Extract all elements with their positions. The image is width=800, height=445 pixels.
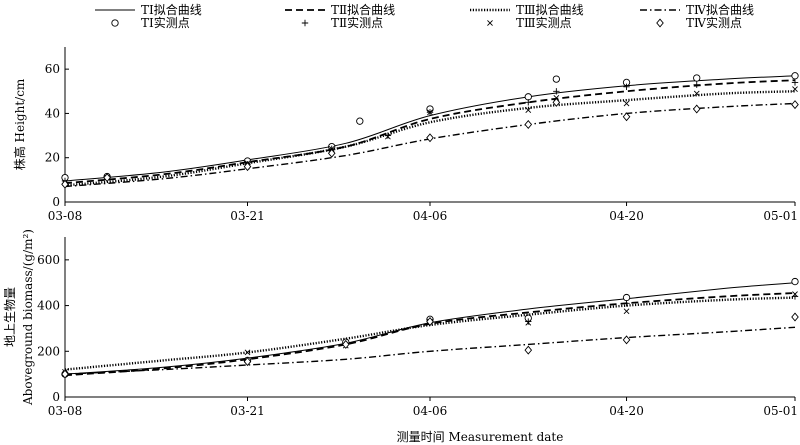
height-point-tii: [623, 83, 630, 91]
biomass-x-tick-label: 04-06: [413, 404, 448, 418]
height-point-ti: [524, 93, 532, 101]
biomass-point-tiv: [341, 339, 350, 349]
biomass-point-tiv: [791, 312, 799, 322]
biomass-y-tick-label: 400: [37, 299, 60, 313]
biomass-y-axis-label-en: Aboveground biomass/(g/m²): [21, 229, 35, 406]
legend-marker-tiii: [487, 20, 493, 26]
height-point-tiv: [791, 100, 799, 110]
height-y-axis-label: 株高 Height/cm: [12, 78, 27, 170]
legend-label-tiv-points: TⅣ实测点: [686, 15, 742, 30]
legend-marker-ti: [111, 19, 119, 27]
biomass-point-tiv: [243, 357, 252, 367]
biomass-y-tick-label: 200: [37, 344, 60, 358]
biomass-point-tiv: [61, 369, 69, 379]
height-fit-line-tiii: [64, 90, 796, 187]
height-point-tii: [693, 81, 700, 88]
biomass-point-ti: [622, 293, 631, 302]
biomass-y-axis-label-cn: 地上生物量: [3, 287, 17, 347]
height-y-tick-label: 60: [45, 62, 60, 76]
legend-marker-tiv: [656, 18, 664, 28]
biomass-x-tick-label: 03-08: [48, 404, 83, 418]
biomass-point-tii: [623, 300, 630, 307]
height-y-tick-label: 40: [45, 106, 60, 120]
legend-label-tiv-fit: TⅣ拟合曲线: [686, 2, 754, 17]
height-point-tiii: [693, 90, 700, 97]
legend-label-ti-fit: TⅠ拟合曲线: [141, 2, 202, 17]
height-point-tiii: [525, 107, 532, 113]
height-y-tick-label: 20: [45, 151, 60, 165]
height-point-tii: [553, 88, 560, 95]
biomass-x-tick-label: 05-01: [763, 404, 798, 418]
height-point-ti: [791, 72, 799, 80]
height-x-tick-label: 05-01: [763, 209, 798, 223]
height-x-tick-label: 03-08: [48, 209, 83, 223]
height-point-ti: [693, 74, 701, 82]
biomass-fit-line-tii: [64, 292, 796, 377]
legend-label-tiii-points: TⅢ实测点: [516, 15, 572, 30]
biomass-point-tiv: [426, 317, 434, 327]
height-point-tiii: [623, 100, 630, 107]
height-point-tiv: [692, 104, 701, 114]
height-x-tick-label: 03-21: [230, 209, 265, 223]
legend-label-tii-points: TⅡ实测点: [331, 15, 383, 30]
height-point-tiv: [61, 179, 69, 189]
legend-marker-tii: [301, 19, 309, 27]
height-point-ti: [356, 117, 364, 125]
height-point-tii: [525, 99, 532, 106]
biomass-y-tick-label: 600: [37, 253, 60, 267]
biomass-point-tiii: [792, 291, 798, 298]
height-fit-line-ti: [64, 75, 796, 182]
biomass-point-tiv: [622, 335, 631, 345]
height-point-tiv: [426, 133, 434, 143]
x-axis-label: 测量时间 Measurement date: [397, 430, 564, 444]
height-point-tiv: [622, 112, 631, 122]
height-x-tick-label: 04-20: [609, 209, 644, 223]
biomass-point-tiii: [525, 319, 532, 326]
legend-label-ti-points: TⅠ实测点: [141, 15, 190, 30]
height-x-tick-label: 04-06: [413, 209, 448, 223]
biomass-panel: 0 200 400 600 03-08 03-21 04-06 04-20 05-01 地上生物量…: [3, 229, 799, 418]
legend-label-tii-fit: TⅡ拟合曲线: [331, 2, 395, 17]
biomass-point-tiii: [623, 308, 630, 315]
height-panel: 0 20 40 60 03-08 03-21 04-06 04-20 05-01 株高 Heigh…: [12, 47, 799, 223]
height-fit-line-tii: [64, 79, 796, 185]
biomass-y-tick-label: 0: [52, 390, 60, 404]
biomass-fit-line-tiii: [64, 296, 796, 371]
height-point-tiv: [552, 97, 561, 107]
height-point-ti: [552, 75, 560, 83]
legend-label-tiii-fit: TⅢ拟合曲线: [516, 2, 584, 17]
biomass-fit-line-tiv: [64, 326, 796, 375]
legend: TⅠ拟合曲线 TⅡ拟合曲线 TⅢ拟合曲线 TⅣ拟合曲线 TⅠ实测点 TⅡ实测点 TⅢ实测点 T…: [95, 2, 754, 30]
biomass-x-tick-label: 03-21: [230, 404, 265, 418]
height-point-tii: [791, 79, 799, 86]
height-point-tiv: [103, 173, 111, 183]
height-point-tiii: [427, 109, 433, 116]
height-point-tiv: [327, 148, 336, 158]
height-point-tiv: [243, 162, 252, 172]
height-point-tiv: [524, 120, 533, 129]
biomass-point-tiv: [524, 345, 533, 355]
height-point-tiii: [385, 133, 391, 140]
biomass-point-ti: [791, 277, 799, 286]
height-point-tiii: [792, 86, 798, 92]
height-y-tick-label: 0: [52, 195, 60, 209]
biomass-x-tick-label: 04-20: [609, 404, 644, 418]
biomass-point-tii: [525, 318, 532, 325]
biomass-point-tiii: [244, 349, 251, 356]
